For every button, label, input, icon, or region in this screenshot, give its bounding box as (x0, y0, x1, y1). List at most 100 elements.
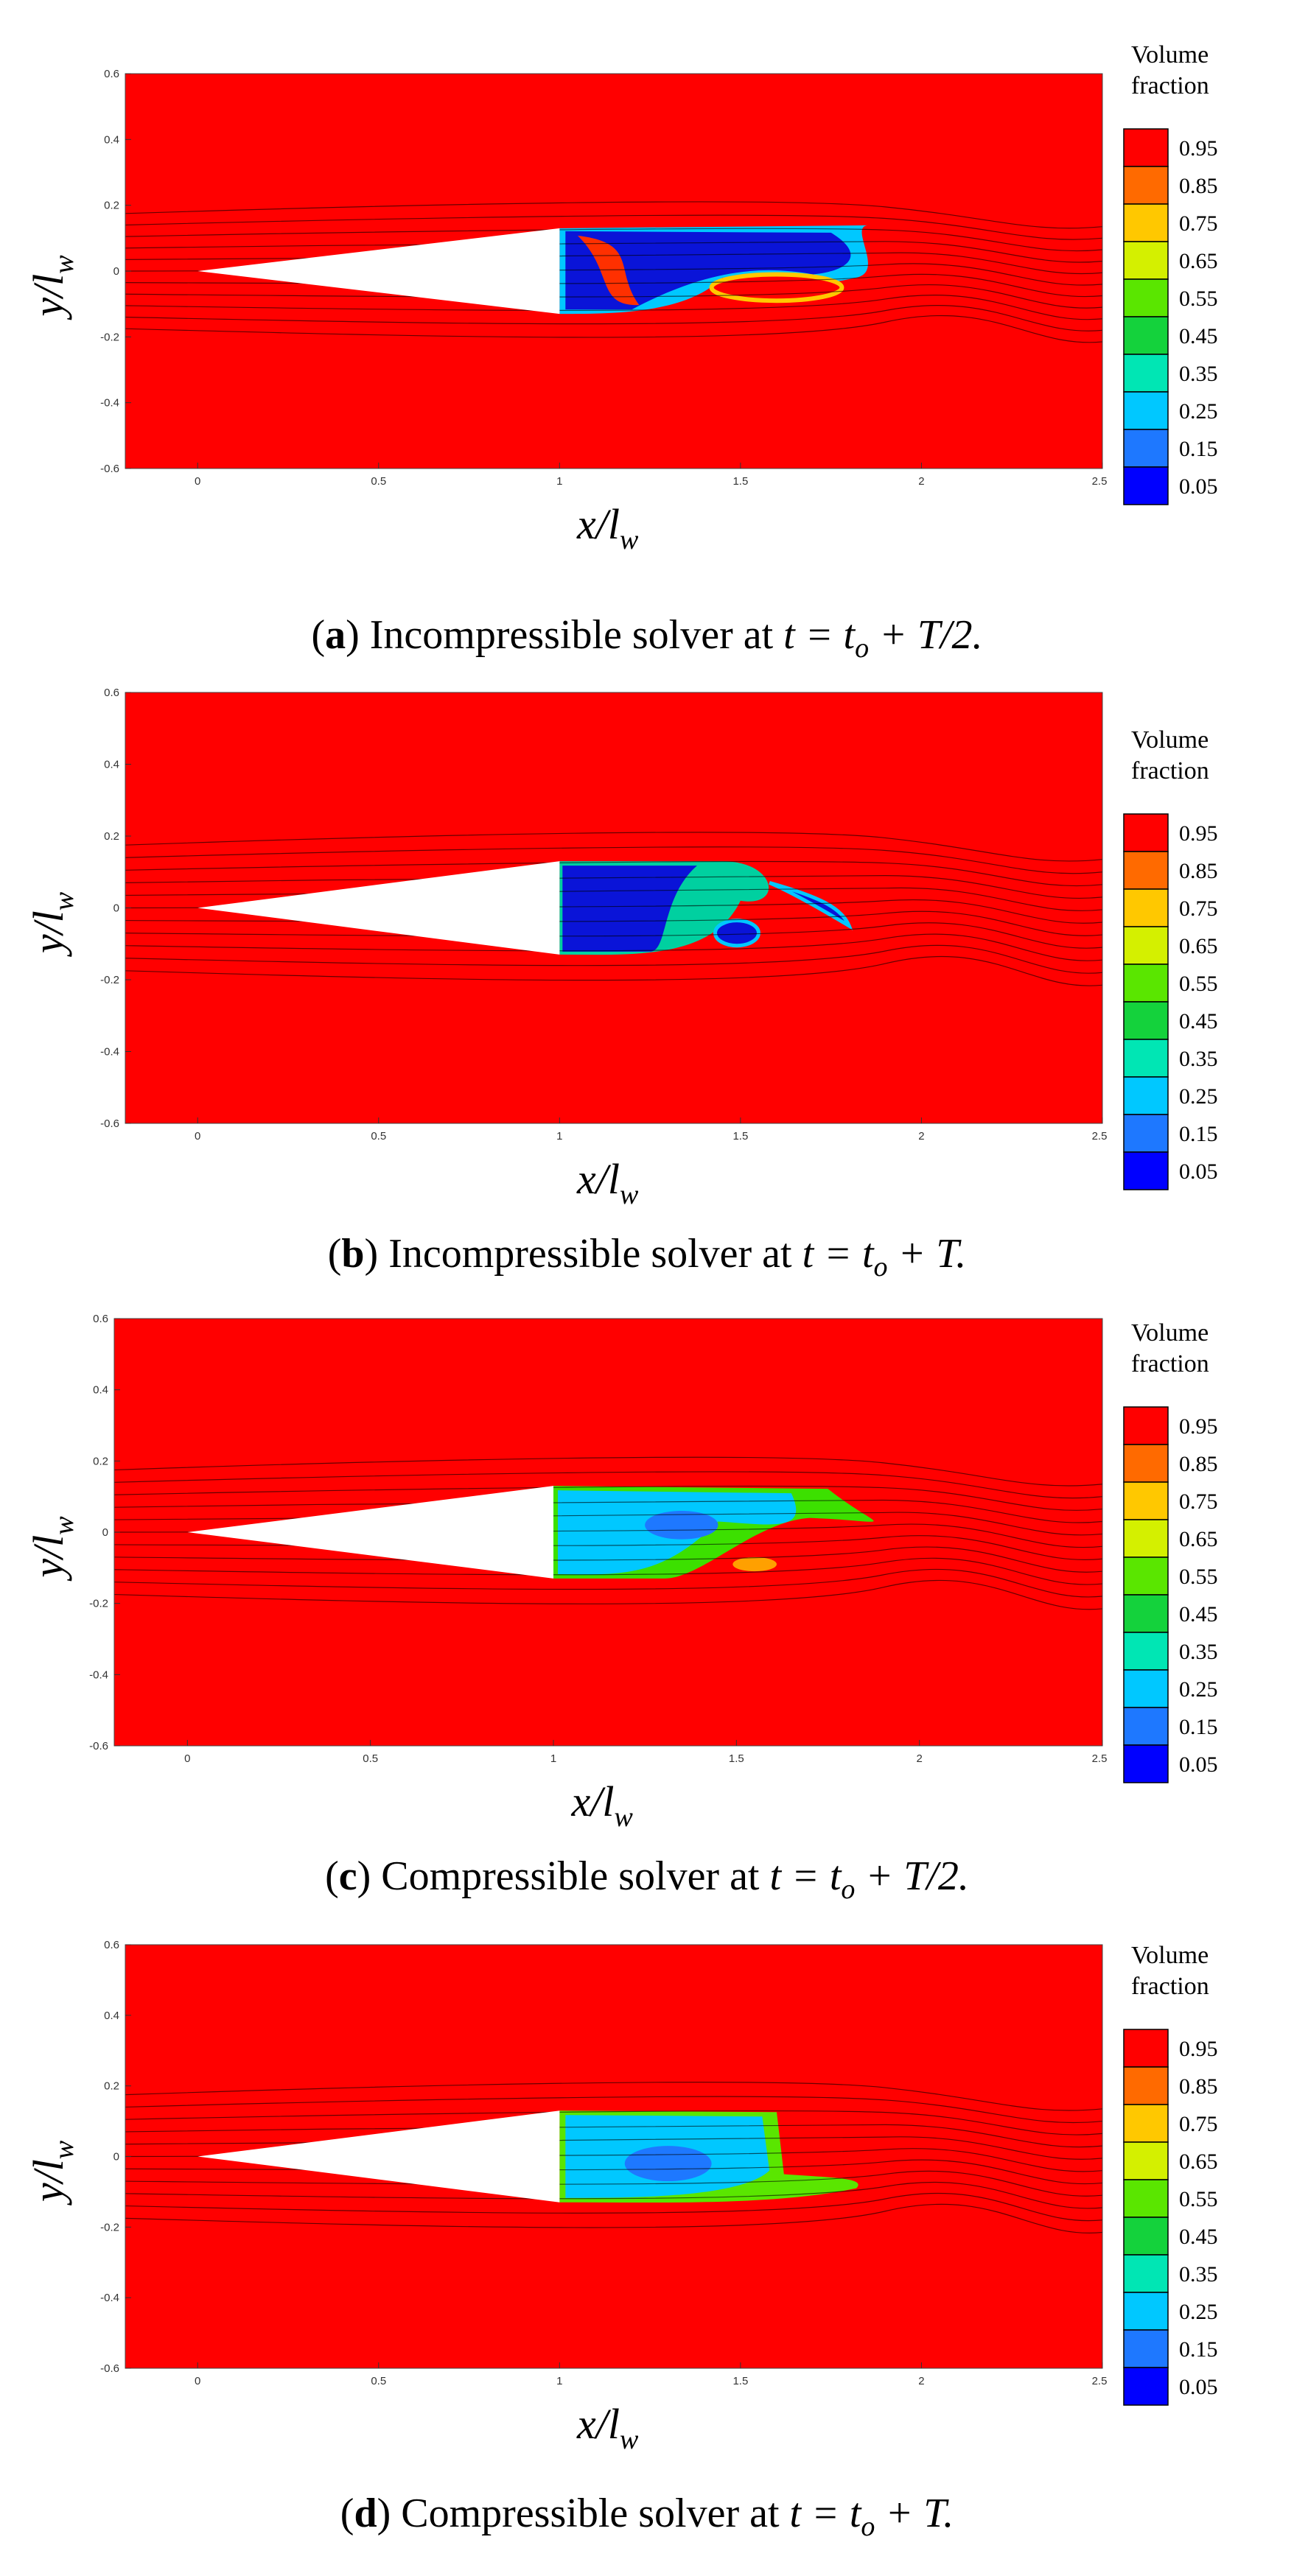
legend: Volume fraction 0.95 0.85 0.75 0.65 0.55 0.45 0.… (1123, 726, 1218, 1190)
caption-close: ) (357, 1853, 382, 1899)
axis-ticks: 0 0.5 1 1.5 2 2.5 0.6 0.4 0.2 0 -0.2 -0.4 -0.6 (100, 687, 1107, 1143)
x-axis-title: x/lw (576, 500, 639, 555)
hydrofoil-wedge (197, 2110, 560, 2203)
x-tick-label: 1.5 (729, 1752, 744, 1765)
legend-swatch (1123, 166, 1169, 205)
x-tick-label: 0 (184, 1752, 190, 1765)
y-tick-label: 0.6 (104, 1939, 119, 1951)
caption-text: Incompressible solver at (370, 612, 783, 658)
cavity-core (562, 866, 697, 952)
y-tick-label: -0.2 (100, 974, 119, 986)
legend-swatch (1123, 851, 1169, 890)
caption-open: ( (340, 2491, 354, 2536)
x-tick-label: 2 (918, 1130, 924, 1143)
legend-level-label: 0.75 (1179, 2112, 1218, 2136)
legend-swatch (1123, 2104, 1169, 2143)
legend-title: Volume (1131, 726, 1209, 754)
panel-c: 0 0.5 1 1.5 2 2.5 0.6 0.4 0.2 0 -0.2 -0.4 -0.6 x/lw y/… (24, 1313, 1218, 1905)
x-tick-label: 1.5 (732, 475, 748, 488)
legend-level-label: 0.05 (1179, 2375, 1218, 2399)
axis-ticks: 0 0.5 1 1.5 2 2.5 0.6 0.4 0.2 0 -0.2 -0.4 -0.6 (100, 68, 1107, 488)
legend-swatch (1123, 1669, 1169, 1708)
x-tick-label: 1 (556, 1130, 562, 1143)
y-tick-label: 0.2 (93, 1455, 108, 1467)
y-tick-label: 0.4 (104, 759, 119, 771)
legend: Volume fraction 0.95 0.85 0.75 0.65 0.55 0.45 0.… (1123, 1942, 1218, 2406)
y-tick-label: -0.6 (100, 1117, 119, 1130)
caption-tail: + T. (875, 2491, 954, 2536)
legend-level-label: 0.15 (1179, 1122, 1218, 1146)
streamlines (125, 832, 1102, 986)
x-tick-label: 1 (550, 1752, 556, 1765)
legend-level-label: 0.35 (1179, 1640, 1218, 1664)
y-tick-label: 0 (113, 2151, 119, 2163)
x-tick-label: 0 (195, 2375, 200, 2387)
legend-level-label: 0.15 (1179, 2337, 1218, 2362)
legend-swatch (1123, 1557, 1169, 1596)
x-tick-label: 2.5 (1092, 1130, 1108, 1143)
caption-letter: b (341, 1231, 364, 1277)
caption-close: ) (377, 2491, 402, 2536)
x-tick-label: 2 (918, 475, 924, 488)
legend-swatch (1123, 1444, 1169, 1483)
legend-level-label: 0.95 (1179, 2037, 1218, 2061)
x-tick-label: 1.5 (732, 1130, 748, 1143)
hydrofoil-wedge (187, 1486, 554, 1579)
legend-title: fraction (1131, 757, 1209, 785)
legend-swatch (1123, 1151, 1169, 1190)
legend-level-label: 0.85 (1179, 1452, 1218, 1476)
y-axis-title: y/lw (24, 1516, 80, 1582)
x-tick-label: 2 (918, 2375, 924, 2387)
legend-level-label: 0.35 (1179, 362, 1218, 386)
legend-swatch (1123, 1406, 1169, 1445)
y-tick-label: -0.2 (100, 2221, 119, 2233)
legend-level-label: 0.25 (1179, 399, 1218, 424)
caption-close: ) (365, 1231, 389, 1277)
caption-tail: + T. (888, 1231, 967, 1277)
legend-level-label: 0.65 (1179, 2149, 1218, 2174)
x-axis-title: x/lw (576, 1155, 639, 1210)
y-tick-label: 0 (113, 265, 119, 278)
caption-tail: + T/2. (855, 1853, 969, 1899)
legend-title: Volume (1131, 1319, 1209, 1347)
caption-letter: c (339, 1853, 357, 1899)
caption-sub: o (861, 2511, 875, 2542)
shed-vortex-2 (769, 880, 853, 930)
x-axis-title-sub: w (620, 524, 639, 555)
x-tick-label: 0 (195, 475, 200, 488)
legend-title: fraction (1131, 1350, 1209, 1378)
legend-level-label: 0.35 (1179, 1047, 1218, 1071)
cavity-inner (624, 2146, 712, 2182)
caption-open: ( (328, 1231, 342, 1277)
y-axis-title-sub: w (49, 1516, 80, 1535)
legend-level-label: 0.45 (1179, 2225, 1218, 2249)
legend-swatch (1123, 2066, 1169, 2105)
legend-level-label: 0.45 (1179, 324, 1218, 348)
legend-level-label: 0.45 (1179, 1602, 1218, 1626)
x-tick-label: 1 (556, 2375, 562, 2387)
legend-level-label: 0.95 (1179, 1414, 1218, 1439)
legend-level-label: 0.65 (1179, 249, 1218, 273)
axis-ticks: 0 0.5 1 1.5 2 2.5 0.6 0.4 0.2 0 -0.2 -0.4 -0.6 (89, 1313, 1107, 1765)
x-tick-label: 1.5 (732, 2375, 748, 2387)
legend-level-label: 0.85 (1179, 859, 1218, 883)
panel-caption: (b) Incompressible solver at t = to + T. (328, 1231, 967, 1282)
legend-swatch (1123, 1707, 1169, 1746)
legend-level-label: 0.55 (1179, 1565, 1218, 1589)
y-tick-label: -0.2 (100, 331, 119, 343)
caption-math: t = t (783, 612, 856, 658)
x-tick-label: 2.5 (1092, 475, 1108, 488)
y-axis-title: y/lw (24, 255, 80, 320)
x-axis-title: x/lw (571, 1777, 634, 1833)
y-tick-label: 0.4 (104, 133, 119, 146)
y-axis-title: y/lw (24, 2140, 80, 2205)
x-tick-label: 2.5 (1092, 2375, 1108, 2387)
legend-level-label: 0.95 (1179, 136, 1218, 161)
legend-level-label: 0.55 (1179, 972, 1218, 996)
legend-swatch (1123, 1632, 1169, 1671)
x-tick-label: 0.5 (371, 2375, 386, 2387)
y-tick-label: 0.2 (104, 2080, 119, 2093)
y-axis-title-sub: w (49, 255, 80, 274)
legend-level-label: 0.75 (1179, 896, 1218, 921)
